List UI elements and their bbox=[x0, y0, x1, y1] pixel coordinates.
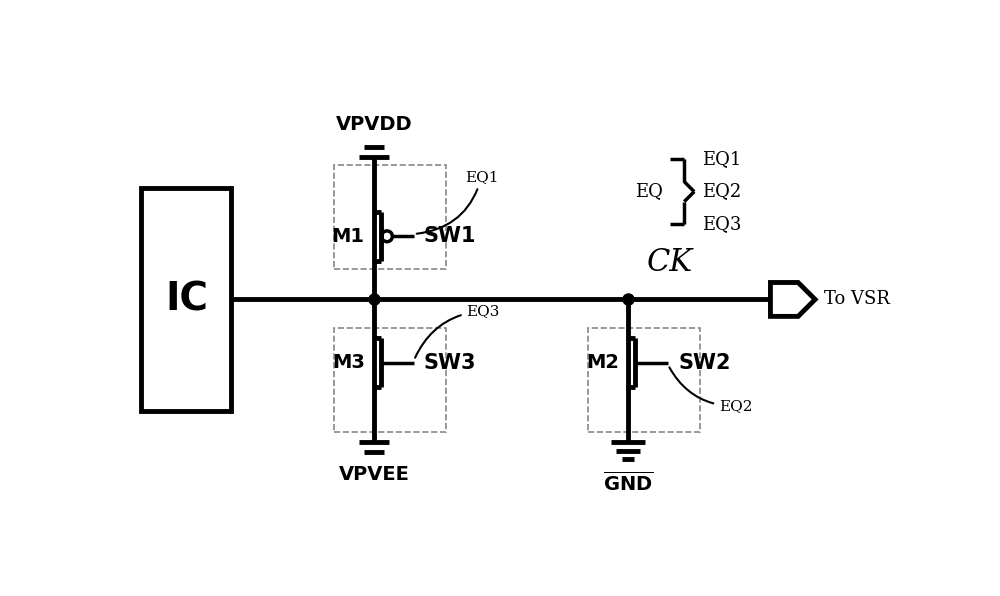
Text: EQ1: EQ1 bbox=[702, 150, 741, 168]
Bar bbox=[334, 164, 446, 269]
Text: M2: M2 bbox=[586, 353, 619, 372]
Bar bbox=[334, 328, 446, 432]
Text: $\mathbf{\overline{GND}}$: $\mathbf{\overline{GND}}$ bbox=[603, 471, 653, 495]
Text: EQ1: EQ1 bbox=[417, 170, 498, 234]
Text: SW3: SW3 bbox=[424, 353, 476, 372]
Text: EQ: EQ bbox=[635, 182, 663, 201]
Text: SW1: SW1 bbox=[424, 226, 476, 246]
Text: EQ2: EQ2 bbox=[669, 367, 752, 413]
Bar bbox=[588, 328, 700, 432]
Text: IC: IC bbox=[165, 281, 208, 318]
Text: EQ3: EQ3 bbox=[415, 304, 500, 358]
Polygon shape bbox=[770, 283, 815, 316]
Text: EQ3: EQ3 bbox=[702, 215, 741, 233]
Text: M1: M1 bbox=[332, 227, 365, 246]
Text: To VSR: To VSR bbox=[824, 290, 890, 309]
Text: VPVDD: VPVDD bbox=[336, 115, 412, 134]
Text: SW2: SW2 bbox=[678, 353, 731, 372]
Bar bbox=[141, 188, 231, 411]
Text: CK: CK bbox=[647, 247, 693, 278]
Text: M3: M3 bbox=[332, 353, 365, 372]
Text: VPVEE: VPVEE bbox=[338, 465, 409, 484]
Text: EQ2: EQ2 bbox=[702, 182, 741, 201]
